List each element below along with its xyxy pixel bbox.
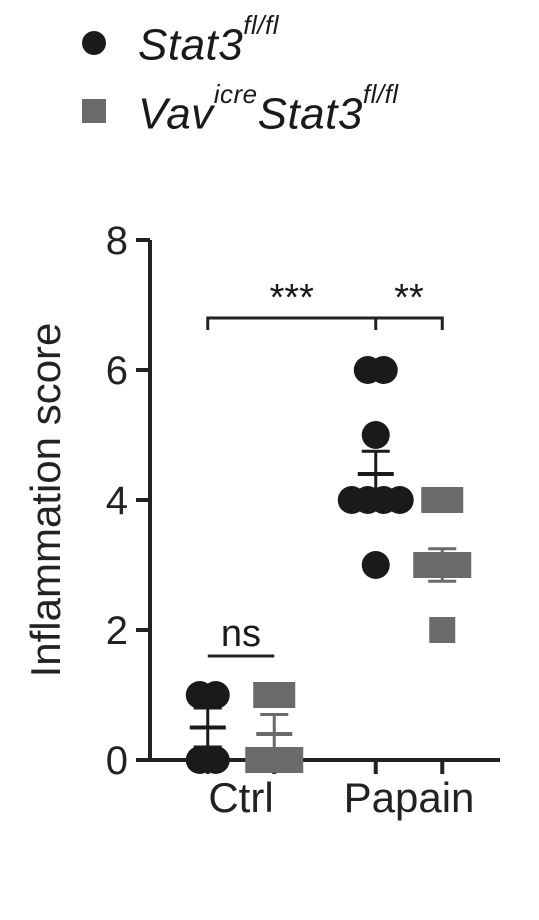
- data-point: [202, 681, 230, 709]
- legend-item-vav: VavicreStat3fl/fl: [80, 89, 399, 140]
- data-point: [277, 747, 303, 773]
- significance-bar: [208, 318, 443, 330]
- legend-item-stat3: Stat3fl/fl: [80, 20, 399, 71]
- significance-label: **: [394, 277, 424, 319]
- legend-label: VavicreStat3fl/fl: [138, 89, 399, 140]
- circle-marker-icon: [80, 29, 108, 62]
- data-point: [362, 551, 390, 579]
- x-category-label: Papain: [344, 774, 475, 821]
- inflammation-chart: 02468CtrlPapainInflammation score*****ns: [20, 220, 520, 900]
- data-point: [362, 421, 390, 449]
- y-tick-label: 2: [106, 609, 128, 653]
- data-point: [437, 487, 463, 513]
- significance-label: ns: [221, 613, 261, 655]
- significance-label: ***: [270, 277, 315, 319]
- x-category-label: Ctrl: [208, 774, 273, 821]
- data-point: [269, 682, 295, 708]
- legend-label: Stat3fl/fl: [138, 20, 279, 71]
- y-axis-label: Inflammation score: [22, 323, 69, 678]
- data-point: [370, 356, 398, 384]
- y-tick-label: 6: [106, 349, 128, 393]
- y-tick-label: 8: [106, 219, 128, 263]
- y-tick-label: 4: [106, 479, 128, 523]
- square-marker-icon: [80, 97, 108, 130]
- data-point: [429, 617, 455, 643]
- data-point: [202, 746, 230, 774]
- y-tick-label: 0: [106, 739, 128, 783]
- data-point: [386, 486, 414, 514]
- legend: Stat3fl/fl VavicreStat3fl/fl: [80, 20, 399, 157]
